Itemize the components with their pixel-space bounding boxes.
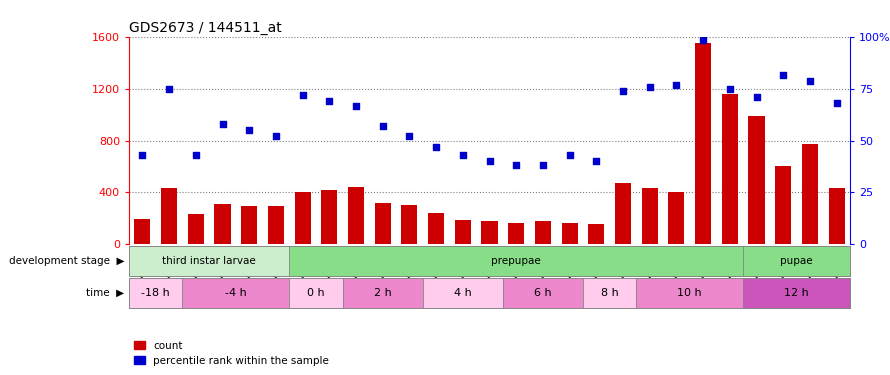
Bar [743, 278, 850, 308]
Bar [455, 220, 471, 244]
Point [776, 72, 790, 78]
Text: GDS2673 / 144511_at: GDS2673 / 144511_at [129, 21, 282, 35]
Point [215, 121, 230, 127]
Bar [583, 278, 636, 308]
Point [349, 102, 363, 109]
Text: 10 h: 10 h [677, 288, 702, 297]
Bar [268, 206, 284, 244]
Point [189, 152, 203, 158]
Point [643, 84, 657, 90]
Bar [615, 183, 631, 244]
Bar [775, 166, 791, 244]
Bar [289, 278, 343, 308]
Bar [214, 204, 231, 244]
Bar [295, 192, 311, 244]
Bar [401, 205, 417, 244]
Text: -18 h: -18 h [142, 288, 170, 297]
Bar [535, 221, 551, 244]
Point [696, 36, 710, 42]
Point [669, 82, 684, 88]
Bar [829, 188, 845, 244]
Point [562, 152, 577, 158]
Text: 6 h: 6 h [534, 288, 552, 297]
Point [616, 88, 630, 94]
Bar [129, 246, 289, 276]
Bar [743, 246, 850, 276]
Bar [375, 202, 391, 244]
Text: 4 h: 4 h [454, 288, 472, 297]
Point [482, 158, 497, 164]
Point [589, 158, 603, 164]
Text: time  ▶: time ▶ [86, 288, 125, 297]
Text: 8 h: 8 h [601, 288, 619, 297]
Point [803, 78, 817, 84]
Bar [636, 278, 743, 308]
Text: third instar larvae: third instar larvae [162, 256, 256, 266]
Point [269, 134, 283, 140]
Bar [134, 219, 150, 244]
Point [162, 86, 176, 92]
Point [322, 99, 336, 105]
Bar [695, 43, 711, 244]
Bar [182, 278, 289, 308]
Point [402, 134, 417, 140]
Bar [348, 187, 364, 244]
Bar [722, 94, 738, 244]
Bar [343, 278, 423, 308]
Bar [423, 278, 503, 308]
Bar [289, 246, 743, 276]
Bar [562, 223, 578, 244]
Bar [802, 144, 818, 244]
Text: development stage  ▶: development stage ▶ [9, 256, 125, 266]
Text: prepupae: prepupae [491, 256, 541, 266]
Point [829, 100, 844, 106]
Text: 12 h: 12 h [784, 288, 809, 297]
Bar [642, 188, 658, 244]
Point [295, 92, 310, 98]
Bar [503, 278, 583, 308]
Text: pupae: pupae [781, 256, 813, 266]
Bar [161, 188, 177, 244]
Bar [188, 214, 204, 244]
Bar [129, 278, 182, 308]
Bar [748, 116, 765, 244]
Text: -4 h: -4 h [225, 288, 247, 297]
Bar [321, 190, 337, 244]
Point [242, 127, 256, 133]
Bar [668, 192, 684, 244]
Point [456, 152, 470, 158]
Bar [481, 221, 498, 244]
Text: 2 h: 2 h [374, 288, 392, 297]
Point [509, 162, 523, 168]
Bar [241, 206, 257, 244]
Point [536, 162, 550, 168]
Legend: count, percentile rank within the sample: count, percentile rank within the sample [134, 341, 329, 366]
Bar [588, 224, 604, 244]
Point [376, 123, 390, 129]
Bar [428, 213, 444, 244]
Point [749, 94, 764, 100]
Point [135, 152, 150, 158]
Point [429, 144, 443, 150]
Point [723, 86, 737, 92]
Bar [508, 223, 524, 244]
Text: 0 h: 0 h [307, 288, 325, 297]
